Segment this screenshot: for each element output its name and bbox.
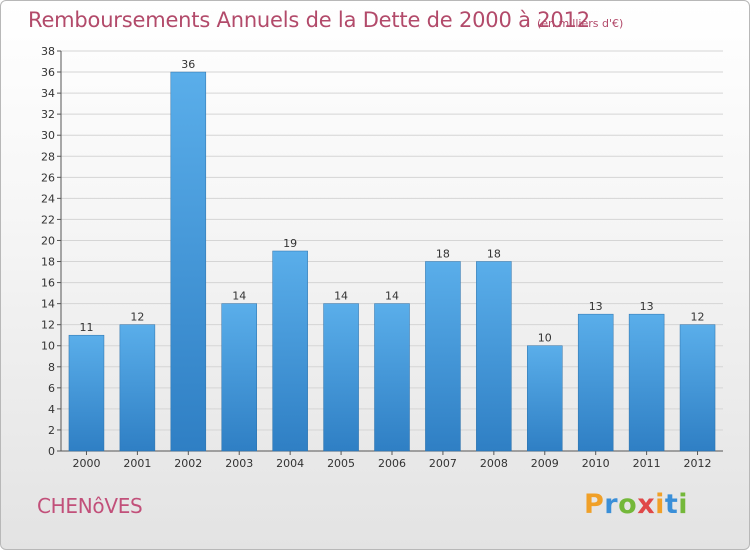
y-tick-label: 20 [41,234,55,247]
value-label-2005: 14 [334,290,348,303]
bar-2001 [119,324,156,452]
y-tick-label: 18 [41,256,55,269]
y-tick-label: 28 [41,150,55,163]
logo-letter: i [655,489,665,520]
logo-letter: i [678,489,689,520]
bar-2006 [374,303,410,452]
chart-title: Remboursements Annuels de la Dette de 20… [28,8,590,32]
y-tick-label: 12 [41,319,55,332]
logo-letter: r [604,489,619,520]
x-tick-label: 2006 [378,457,406,470]
logo-letter: P [584,489,605,520]
bar-2002 [170,71,207,452]
bars [68,71,716,452]
bar-2008 [476,261,512,452]
bar-2004 [272,250,308,452]
value-label-2003: 14 [232,290,246,303]
logo-letter: t [664,489,679,520]
bar-2011 [628,313,665,452]
value-label-2004: 19 [283,237,297,250]
y-tick-label: 24 [41,192,55,205]
x-tick-label: 2010 [582,457,610,470]
bar-2007 [425,261,461,452]
value-label-2002: 36 [181,58,195,71]
x-tick-label: 2008 [480,457,508,470]
value-label-2010: 13 [589,300,603,313]
x-tick-label: 2004 [276,457,304,470]
y-tick-label: 14 [41,298,55,311]
bar-2005 [323,303,359,452]
y-tick-label: 16 [41,277,55,290]
x-tick-label: 2011 [633,457,661,470]
y-tick-label: 6 [48,382,55,395]
x-tick-label: 2000 [72,457,100,470]
y-tick-label: 10 [41,340,55,353]
x-tick-label: 2001 [123,457,151,470]
y-tick-label: 8 [48,361,55,374]
y-tick-label: 0 [48,445,55,458]
value-label-2006: 14 [385,290,399,303]
value-label-2001: 12 [130,311,144,324]
bar-2003 [221,303,257,452]
x-tick-label: 2007 [429,457,457,470]
value-label-2000: 11 [79,321,93,334]
y-tick-label: 30 [41,129,55,142]
proxiti-logo: Proxiti [584,489,688,520]
x-tick-label: 2003 [225,457,253,470]
y-tick-label: 22 [41,213,55,226]
logo-letter: x [637,489,656,520]
value-label-2011: 13 [640,300,654,313]
value-label-2008: 18 [487,248,501,261]
value-labels: 11 12 36 14 19 14 14 18 18 10 13 13 12 [79,58,704,345]
y-tick-label: 34 [41,87,55,100]
value-label-2007: 18 [436,248,450,261]
y-tick-label: 2 [48,424,55,437]
bar-2009 [527,345,563,452]
chart-subtitle: (en milliers d'€) [537,17,624,30]
bar-2010 [577,313,614,452]
y-tick-label: 26 [41,171,55,184]
x-tick-labels: 2000 2001 2002 2003 2004 2005 2006 2007 2008 2009… [72,457,711,470]
city-name: CHENôVES [37,494,143,518]
value-label-2012: 12 [691,311,705,324]
y-tick-label: 4 [48,403,55,416]
y-tick-label: 36 [41,66,55,79]
y-tick-label: 32 [41,108,55,121]
x-tick-label: 2005 [327,457,355,470]
logo-letter: o [618,489,638,520]
value-label-2009: 10 [538,332,552,345]
bar-2012 [679,324,716,452]
bar-2000 [68,334,105,452]
y-tick-label: 38 [41,45,55,58]
x-tick-label: 2012 [684,457,712,470]
x-tick-label: 2002 [174,457,202,470]
x-tick-label: 2009 [531,457,559,470]
